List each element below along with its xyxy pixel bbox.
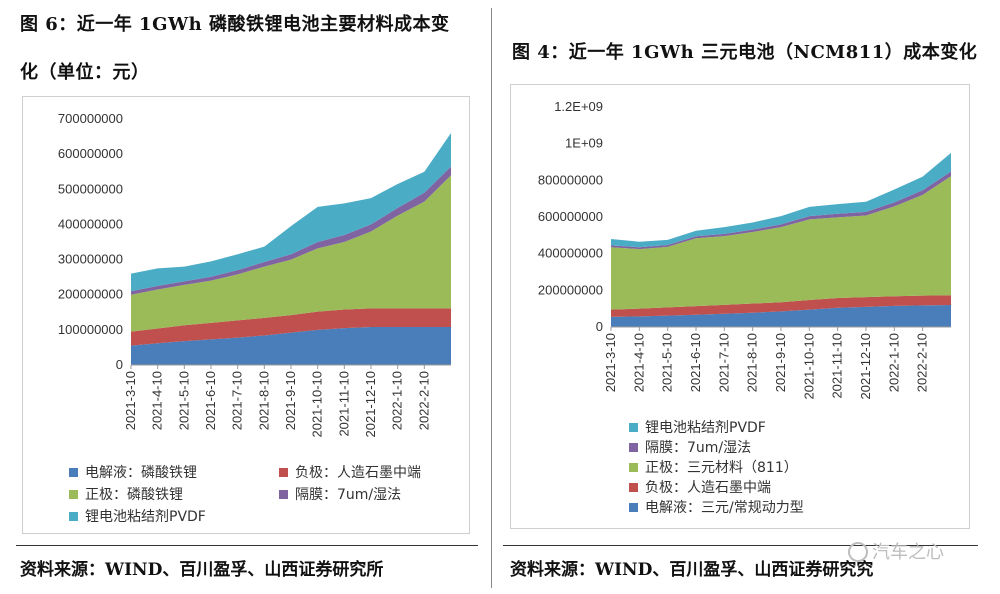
right-chart-frame: 0 200000000 400000000 600000000 800000000 1E+… [510, 84, 970, 529]
x-tick-label: 2021-12-10 [858, 333, 873, 400]
y-tick-label: 800000000 [538, 172, 603, 187]
legend-swatch [629, 423, 638, 432]
right-source-divider [503, 545, 978, 546]
area-series-5 [131, 133, 451, 292]
x-tick-label: 2021-12-10 [363, 371, 378, 438]
x-tick-label: 2021-8-10 [256, 371, 271, 430]
legend-swatch [69, 468, 78, 477]
right-title: 图 4：近一年 1GWh 三元电池（NCM811）成本变化 [512, 42, 978, 63]
x-tick-label: 2021-8-10 [745, 333, 760, 392]
legend-label: 锂电池粘结剂PVDF [85, 509, 206, 525]
y-tick-label: 600000000 [538, 209, 603, 224]
left-chart-frame: 0 100000000 200000000 300000000 400000000 500… [22, 96, 470, 534]
legend-label: 电解液：磷酸铁锂 [85, 465, 197, 481]
left-source: 资料来源：WIND、百川盈孚、山西证券研究所 [20, 560, 384, 580]
lfp-cost-chart: 0 100000000 200000000 300000000 400000000 500… [58, 111, 451, 525]
area-series-5 [611, 152, 951, 248]
wechat-icon [848, 542, 868, 562]
y-tick-label: 500000000 [58, 181, 123, 196]
x-tick-label: 2021-3-10 [603, 333, 618, 392]
x-tick-label: 2022-1-10 [390, 371, 405, 430]
left-source-divider [16, 545, 478, 546]
area-series-3 [131, 175, 451, 332]
legend-label: 正极：磷酸铁锂 [85, 487, 183, 503]
y-tick-label: 400000000 [58, 216, 123, 231]
x-tick-label: 2021-5-10 [176, 371, 191, 430]
x-tick-label: 2021-6-10 [203, 371, 218, 430]
x-tick-label: 2021-11-10 [830, 333, 845, 399]
right-source: 资料来源：WIND、百川盈孚、山西证券研究究 [510, 560, 874, 580]
legend-label: 负极：人造石墨中端 [295, 465, 421, 481]
legend-label: 负极：人造石墨中端 [645, 480, 771, 496]
x-tick-label: 2021-5-10 [660, 333, 675, 392]
y-tick-label: 0 [116, 357, 123, 372]
legend-swatch [69, 512, 78, 521]
legend-swatch [69, 490, 78, 499]
legend-label: 锂电池粘结剂PVDF [645, 420, 766, 436]
x-tick-label: 2021-4-10 [150, 371, 165, 430]
legend-label: 正极：三元材料（811） [645, 460, 798, 476]
area-series-2 [611, 295, 951, 317]
x-tick-label: 2021-4-10 [631, 333, 646, 392]
area-series-1 [611, 305, 951, 327]
legend-swatch [629, 463, 638, 472]
x-tick-label: 2022-1-10 [886, 333, 901, 392]
left-title-line1: 图 6：近一年 1GWh 磷酸铁锂电池主要材料成本变 [20, 14, 450, 35]
y-tick-label: 200000000 [58, 287, 123, 302]
legend-swatch [629, 503, 638, 512]
x-tick-label: 2021-10-10 [801, 333, 816, 400]
y-tick-label: 200000000 [538, 282, 603, 297]
area-series-2 [131, 308, 451, 346]
x-tick-label: 2022-2-10 [915, 333, 930, 392]
y-tick-label: 600000000 [58, 146, 123, 161]
left-title-line2: 化（单位：元） [20, 62, 150, 83]
legend-label: 隔膜：7um/湿法 [645, 440, 751, 456]
y-tick-label: 1.2E+09 [554, 99, 603, 114]
x-tick-label: 2021-11-10 [336, 371, 351, 437]
x-tick-label: 2021-9-10 [773, 333, 788, 392]
x-tick-label: 2021-7-10 [716, 333, 731, 392]
ncm811-cost-chart: 0 200000000 400000000 600000000 800000000 1E+… [538, 99, 951, 516]
legend-swatch [279, 490, 288, 499]
y-tick-label: 300000000 [58, 252, 123, 267]
legend-swatch [629, 483, 638, 492]
x-tick-label: 2021-6-10 [688, 333, 703, 392]
legend-label: 隔膜：7um/湿法 [295, 487, 401, 503]
y-tick-label: 400000000 [538, 246, 603, 261]
area-series-3 [611, 176, 951, 310]
y-tick-label: 100000000 [58, 322, 123, 337]
legend-label: 电解液：三元/常规动力型 [645, 500, 804, 516]
y-tick-label: 0 [596, 319, 603, 334]
area-series-1 [131, 327, 451, 365]
y-tick-label: 1E+09 [565, 136, 603, 151]
x-tick-label: 2022-2-10 [416, 371, 431, 430]
legend-swatch [279, 468, 288, 477]
legend-swatch [629, 443, 638, 452]
x-tick-label: 2021-9-10 [283, 371, 298, 430]
panel-divider [491, 8, 492, 588]
watermark-text: 汽车之心 [872, 542, 944, 563]
x-tick-label: 2021-10-10 [310, 371, 325, 438]
x-tick-label: 2021-7-10 [230, 371, 245, 430]
x-tick-label: 2021-3-10 [123, 371, 138, 430]
y-tick-label: 700000000 [58, 111, 123, 126]
